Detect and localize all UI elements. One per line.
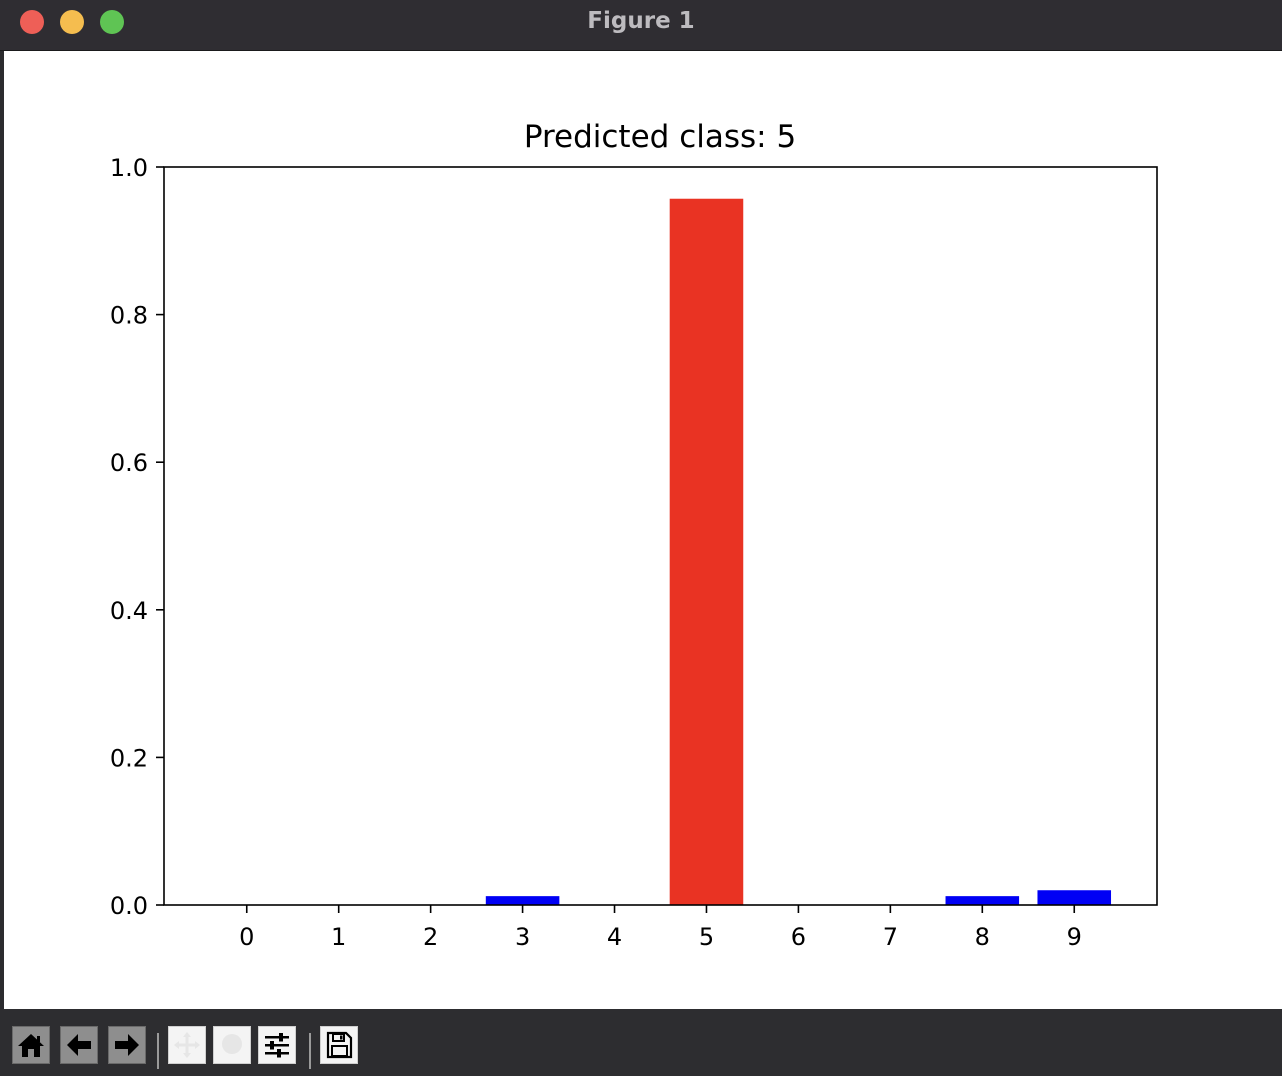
- bar-9: [1037, 890, 1112, 905]
- close-window-button[interactable]: [20, 10, 44, 34]
- plot-frame: [163, 166, 1158, 906]
- toolbar-separator: [309, 1033, 311, 1069]
- pan-button[interactable]: [168, 1026, 206, 1064]
- navigation-toolbar: [0, 1009, 1282, 1076]
- toolbar-separator: [157, 1033, 159, 1069]
- x-tick-label: 9: [1067, 923, 1082, 951]
- x-tick-label: 6: [791, 923, 806, 951]
- window-title: Figure 1: [587, 8, 695, 34]
- bar-5: [669, 198, 744, 905]
- y-tick-label: 0.2: [110, 744, 148, 772]
- home-icon: [18, 1034, 44, 1057]
- window-titlebar: Figure 1: [0, 0, 1282, 51]
- zoom-icon: [222, 1034, 242, 1054]
- x-tick-label: 3: [515, 923, 530, 951]
- x-tick-label: 4: [607, 923, 622, 951]
- maximize-window-button[interactable]: [100, 10, 124, 34]
- zoom-button[interactable]: [213, 1026, 251, 1064]
- pan-icon: [174, 1032, 200, 1058]
- x-tick-label: 5: [699, 923, 714, 951]
- arrow-left-icon: [67, 1034, 91, 1056]
- y-tick-label: 0.4: [110, 597, 148, 625]
- sliders-icon: [265, 1033, 289, 1058]
- y-tick-label: 0.0: [110, 892, 148, 920]
- x-tick-label: 2: [423, 923, 438, 951]
- save-button[interactable]: [320, 1026, 358, 1064]
- forward-button[interactable]: [108, 1026, 146, 1064]
- arrow-right-icon: [115, 1034, 139, 1056]
- figure-canvas: Predicted class: 5 0 1 2 3 4 5 6 7 8 9 0.0 0.2 0.4 0…: [4, 51, 1282, 1009]
- bar-8: [945, 896, 1020, 905]
- bar-chart: Predicted class: 5 0 1 2 3 4 5 6 7 8 9 0.0 0.2 0.4 0…: [110, 119, 1158, 951]
- y-tick-label: 0.8: [110, 302, 148, 330]
- y-tick-label: 0.6: [110, 449, 148, 477]
- chart-title: Predicted class: 5: [524, 119, 796, 155]
- x-tick-label: 7: [883, 923, 898, 951]
- x-tick-label: 8: [975, 923, 990, 951]
- floppy-disk-icon: [326, 1031, 353, 1059]
- x-tick-label: 1: [331, 923, 346, 951]
- x-tick-label: 0: [239, 923, 254, 951]
- home-button[interactable]: [12, 1026, 50, 1064]
- minimize-window-button[interactable]: [60, 10, 84, 34]
- back-button[interactable]: [60, 1026, 98, 1064]
- configure-subplots-button[interactable]: [258, 1026, 296, 1064]
- y-tick-label: 1.0: [110, 154, 148, 182]
- bar-3: [485, 896, 560, 905]
